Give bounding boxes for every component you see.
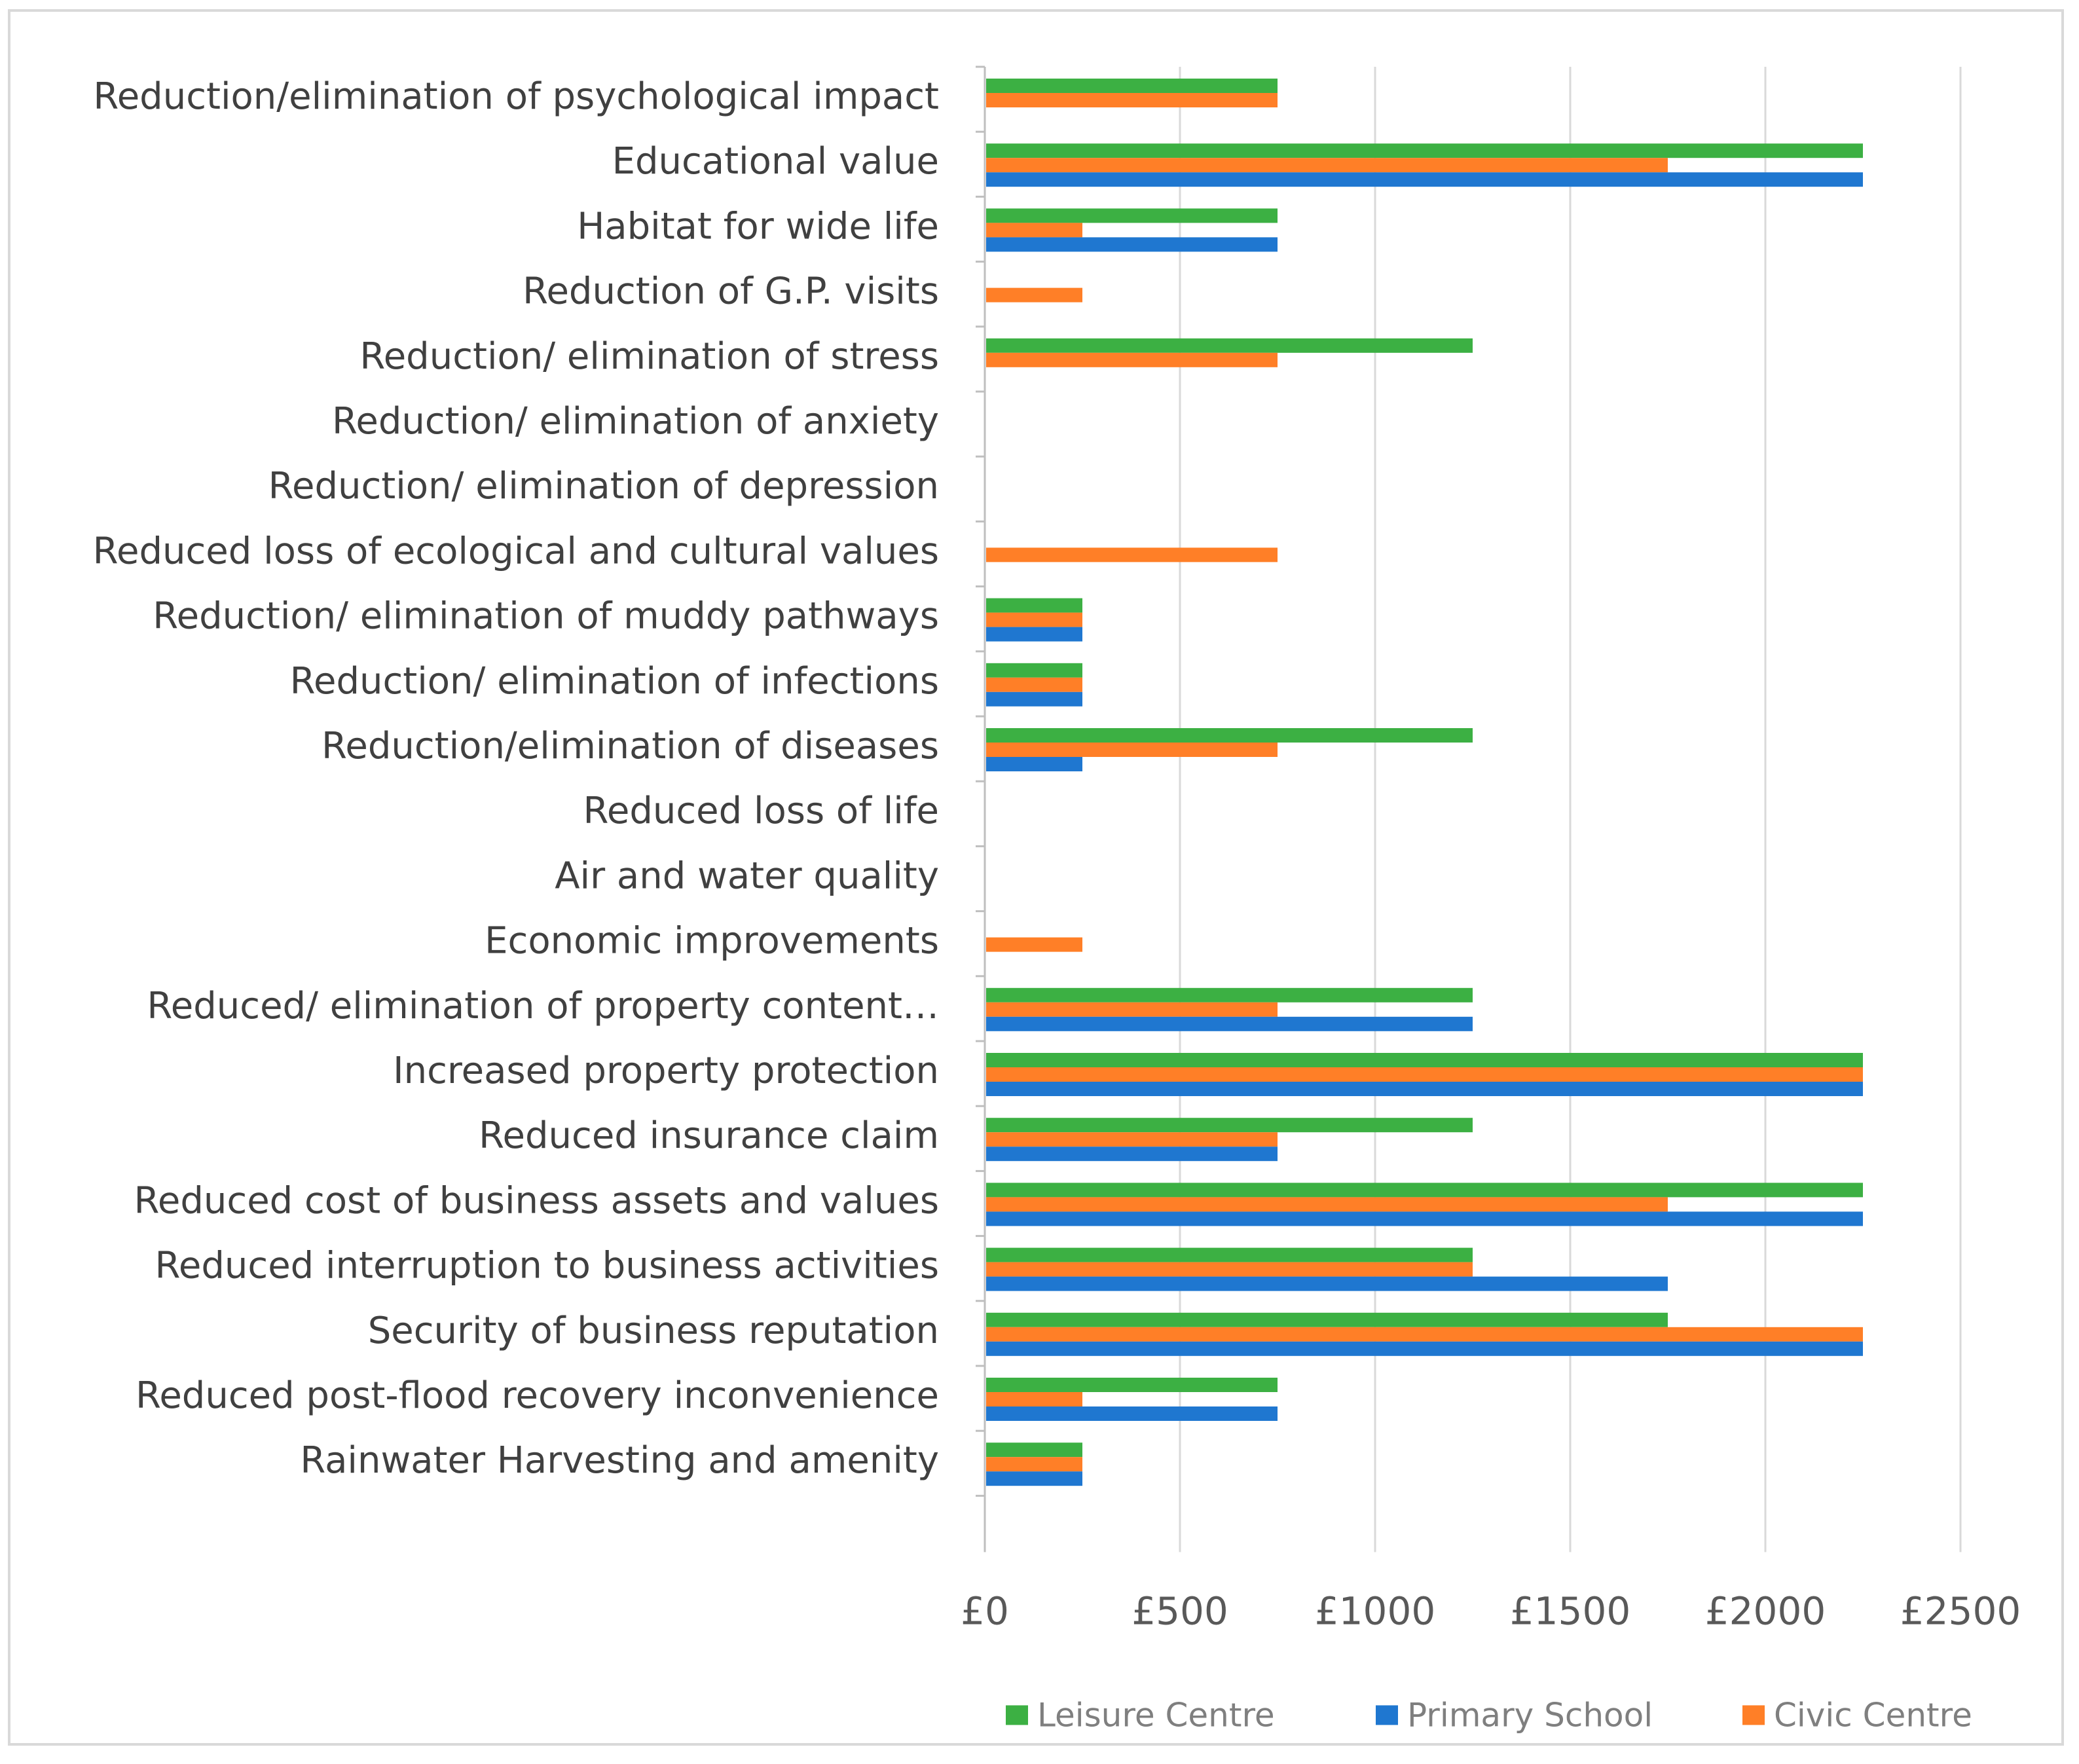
x-tick-label: £500 <box>1131 1589 1228 1633</box>
category-label: Reduction/ elimination of muddy pathways <box>153 595 939 638</box>
bar-primary-school <box>986 1147 1278 1162</box>
category-label: Rainwater Harvesting and amenity <box>300 1439 939 1482</box>
category-label: Reduction/ elimination of depression <box>268 465 939 507</box>
category-label: Reduction/ elimination of infections <box>290 660 939 703</box>
bar-primary-school <box>986 1082 1863 1096</box>
bar-leisure-centre <box>986 79 1278 93</box>
legend-swatch <box>1006 1705 1028 1725</box>
bar-civic-centre <box>986 352 1278 367</box>
bar-leisure-centre <box>986 1183 1863 1198</box>
legend-label: Civic Centre <box>1774 1696 1972 1734</box>
bar-primary-school <box>986 237 1278 252</box>
legend: Leisure Centre Primary School Civic Centre <box>1006 1696 1972 1734</box>
bar-leisure-centre <box>986 1053 1863 1067</box>
category-label: Security of business reputation <box>368 1310 939 1352</box>
x-tick-label: £1500 <box>1510 1589 1631 1633</box>
bar-civic-centre <box>986 1197 1668 1212</box>
bar-civic-centre <box>986 1262 1473 1277</box>
category-label: Reduced cost of business assets and valu… <box>134 1179 939 1222</box>
category-label: Reduced/ elimination of property content… <box>147 985 939 1027</box>
bar-civic-centre <box>986 287 1082 303</box>
category-label: Increased property protection <box>393 1050 939 1092</box>
bar-primary-school <box>986 691 1082 707</box>
category-label: Habitat for wide life <box>577 205 939 248</box>
legend-label: Primary School <box>1407 1696 1653 1734</box>
category-label: Reduced loss of life <box>583 790 939 832</box>
bar-civic-centre <box>986 93 1278 107</box>
bar-civic-centre <box>986 1327 1863 1342</box>
bar-civic-centre <box>986 1457 1082 1472</box>
bar-primary-school <box>986 1406 1278 1421</box>
bar-leisure-centre <box>986 208 1278 223</box>
bar-chart: Reduction/elimination of psychological i… <box>93 65 2021 1734</box>
bar-civic-centre <box>986 223 1082 238</box>
category-label: Reduction/elimination of diseases <box>322 725 939 767</box>
bar-leisure-centre <box>986 598 1082 613</box>
category-label: Air and water quality <box>555 854 939 897</box>
x-tick-labels: £0 £500 £1000 £1500 £2000 £2500 <box>961 1589 2021 1633</box>
x-tick-label: £0 <box>961 1589 1009 1633</box>
bar-leisure-centre <box>986 987 1473 1002</box>
category-label: Reduced post-flood recovery inconvenienc… <box>136 1374 939 1417</box>
category-label: Reduced insurance claim <box>479 1114 939 1157</box>
bar-leisure-centre <box>986 1378 1278 1392</box>
category-label: Reduction/elimination of psychological i… <box>93 75 939 118</box>
bar-leisure-centre <box>986 1442 1082 1458</box>
bar-leisure-centre <box>986 1312 1668 1327</box>
bar-primary-school <box>986 1211 1863 1226</box>
legend-swatch <box>1742 1705 1765 1725</box>
legend-swatch <box>1376 1705 1398 1725</box>
category-labels: Reduction/elimination of psychological i… <box>93 75 939 1482</box>
bar-civic-centre <box>986 743 1278 757</box>
bar-civic-centre <box>986 937 1082 952</box>
legend-label: Leisure Centre <box>1037 1696 1275 1734</box>
category-axis <box>976 65 986 1553</box>
bar-primary-school <box>986 1016 1473 1031</box>
category-label: Reduction of G.P. visits <box>523 270 939 313</box>
category-label: Reduced interruption to business activit… <box>155 1245 939 1287</box>
bar-primary-school <box>986 627 1082 642</box>
bar-leisure-centre <box>986 663 1082 678</box>
x-tick-label: £1000 <box>1315 1589 1436 1633</box>
bar-civic-centre <box>986 1132 1278 1147</box>
bar-leisure-centre <box>986 338 1473 353</box>
gridlines <box>1179 67 1962 1553</box>
bar-civic-centre <box>986 158 1668 173</box>
bar-primary-school <box>986 757 1082 771</box>
x-tick-label: £2500 <box>1900 1589 2021 1633</box>
category-label: Reduction/ elimination of anxiety <box>332 400 939 443</box>
bar-leisure-centre <box>986 728 1473 743</box>
bar-leisure-centre <box>986 1118 1473 1133</box>
bar-primary-school <box>986 172 1863 187</box>
bar-primary-school <box>986 1471 1082 1486</box>
bar-civic-centre <box>986 612 1082 627</box>
bars <box>986 79 1863 1486</box>
bar-leisure-centre <box>986 1247 1473 1262</box>
bar-primary-school <box>986 1276 1668 1291</box>
chart-frame: Reduction/elimination of psychological i… <box>8 9 2064 1746</box>
bar-civic-centre <box>986 547 1278 562</box>
bar-primary-school <box>986 1341 1863 1356</box>
category-label: Economic improvements <box>485 920 939 963</box>
bar-civic-centre <box>986 1002 1278 1017</box>
bar-civic-centre <box>986 677 1082 692</box>
bar-leisure-centre <box>986 143 1863 158</box>
category-label: Educational value <box>612 140 939 183</box>
bar-civic-centre <box>986 1392 1082 1406</box>
x-tick-label: £2000 <box>1705 1589 1826 1633</box>
category-label: Reduced loss of ecological and cultural … <box>93 530 939 572</box>
category-label: Reduction/ elimination of stress <box>359 335 939 378</box>
bar-civic-centre <box>986 1067 1863 1082</box>
